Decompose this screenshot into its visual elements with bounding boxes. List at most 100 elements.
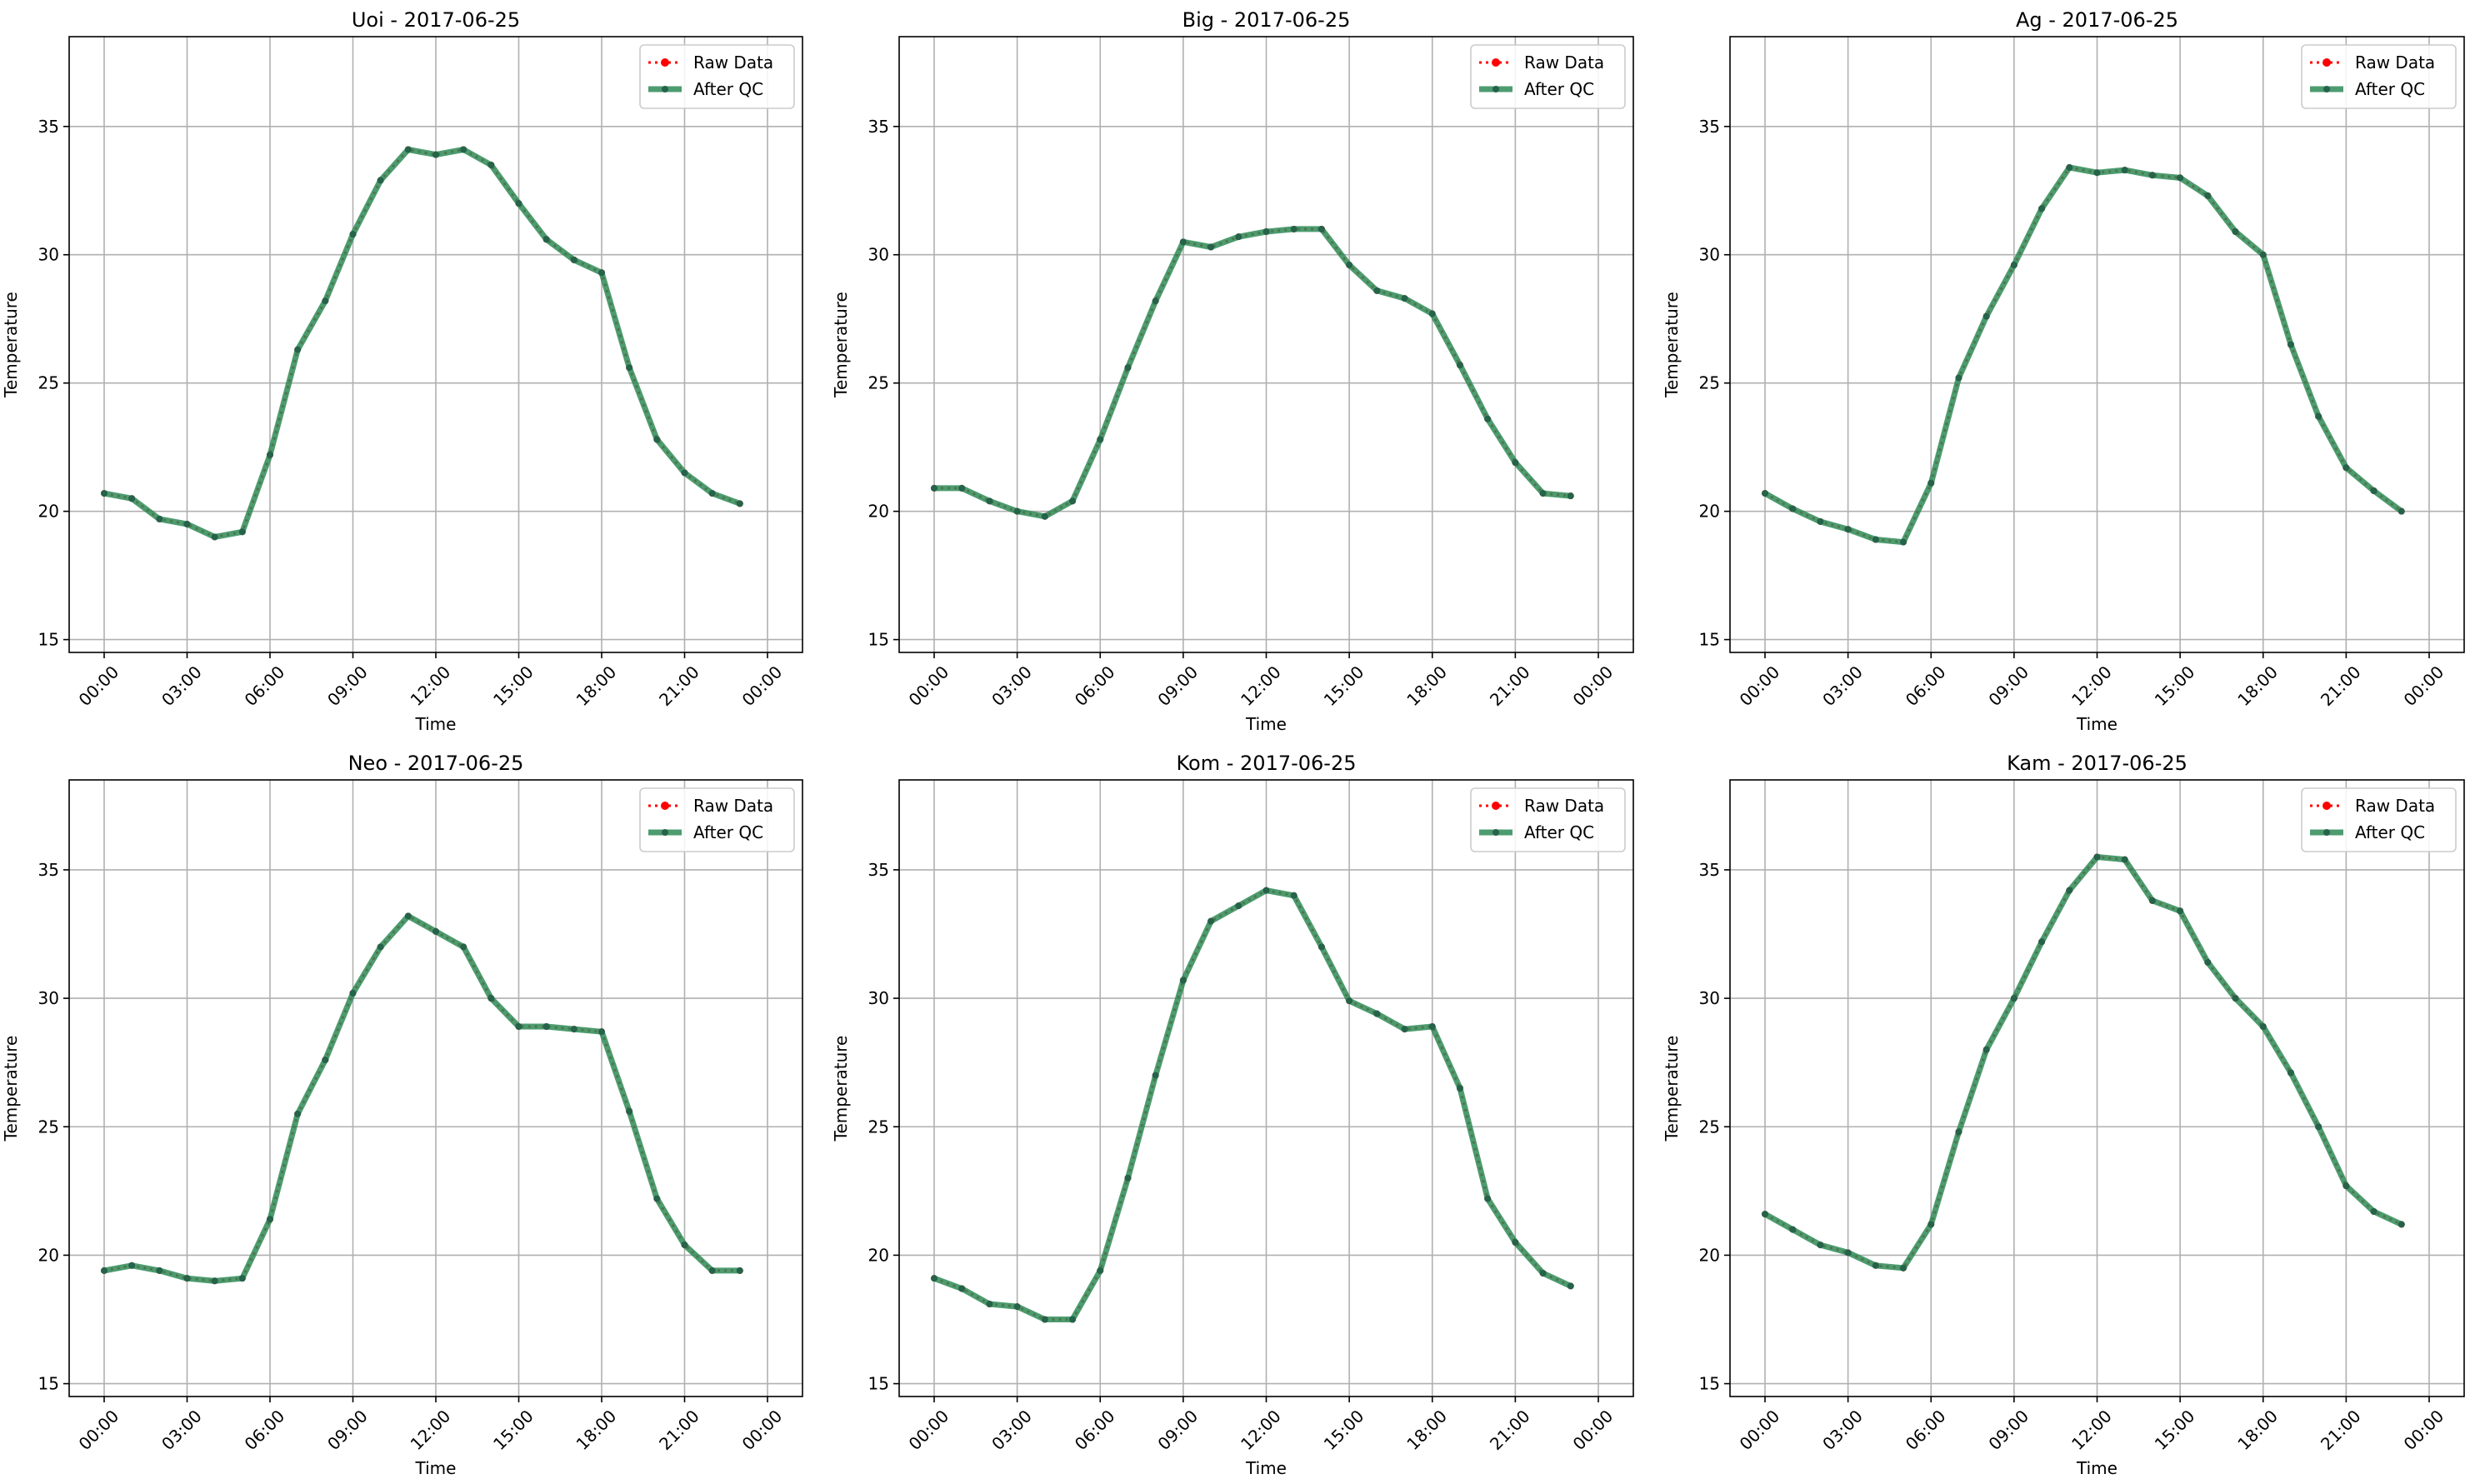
legend-label: After QC	[693, 79, 763, 99]
x-tick-label: 00:00	[1569, 1406, 1618, 1454]
raw-data-line	[934, 227, 1571, 518]
after-qc-point	[322, 297, 329, 305]
after-qc-point	[460, 943, 468, 951]
after-qc-point	[1567, 1282, 1574, 1290]
after-qc-point	[2370, 1208, 2378, 1215]
after-qc-point	[2315, 1123, 2322, 1131]
after-qc-point	[1456, 1085, 1463, 1092]
x-tick-label: 03:00	[988, 1406, 1036, 1454]
after-qc-point	[2259, 1023, 2267, 1030]
after-qc-point	[1484, 1195, 1492, 1202]
x-tick-label: 15:00	[2151, 662, 2199, 710]
y-tick-label: 25	[1699, 1117, 1720, 1137]
legend: Raw Data After QC	[2301, 44, 2457, 109]
after-qc-line	[101, 147, 743, 540]
after-qc-point	[1789, 505, 1797, 512]
after-qc-point	[1069, 497, 1077, 505]
after-qc-point	[1041, 1316, 1048, 1323]
x-tick-label: 18:00	[1402, 662, 1451, 710]
legend-box	[2301, 787, 2457, 852]
after-qc-point	[2010, 262, 2018, 269]
y-tick-label: 15	[868, 1374, 889, 1394]
legend-marker-qc	[662, 829, 668, 836]
y-tick-label: 15	[38, 1374, 59, 1394]
x-tick-label: 00:00	[905, 1406, 953, 1454]
x-tick-label: 00:00	[1569, 662, 1618, 710]
after-qc-point	[736, 500, 743, 507]
x-tick-label: 03:00	[158, 1406, 206, 1454]
legend-box	[1470, 44, 1626, 109]
after-qc-point	[1982, 1046, 1990, 1053]
after-qc-point	[2287, 1069, 2294, 1077]
after-qc-point	[2315, 412, 2322, 420]
after-qc-line	[101, 912, 743, 1284]
after-qc-point	[653, 436, 661, 443]
x-tick-label: 06:00	[241, 1406, 289, 1454]
y-tick-label: 25	[868, 1117, 889, 1137]
x-axis-label: Time	[415, 714, 457, 734]
x-tick-label: 00:00	[738, 662, 787, 710]
after-qc-point	[681, 469, 688, 477]
after-qc-point	[238, 528, 246, 536]
x-tick-label: 12:00	[407, 1406, 455, 1454]
raw-data-line	[1764, 855, 2402, 1270]
after-qc-point	[1982, 312, 1990, 320]
x-tick-label: 09:00	[1153, 1406, 1202, 1454]
after-qc-point	[1179, 238, 1187, 246]
after-qc-point	[101, 1267, 108, 1274]
after-qc-point	[570, 1026, 578, 1033]
after-qc-point	[986, 497, 993, 505]
y-tick-label: 35	[1699, 860, 1720, 880]
after-qc-point	[1235, 902, 1242, 910]
x-tick-label: 18:00	[572, 662, 621, 710]
after-qc-point	[2232, 228, 2239, 236]
y-tick-label: 15	[38, 630, 59, 650]
legend-box	[639, 787, 795, 852]
after-qc-point	[377, 177, 384, 184]
y-axis-label: Temperature	[1, 292, 21, 398]
after-qc-point	[1013, 1303, 1021, 1311]
y-axis-label: Temperature	[831, 1036, 851, 1142]
chart-title: Neo - 2017-06-25	[348, 752, 524, 775]
subplot: 15 20 25 30 35 00:00 03:00 06:00 09:00 12:00 15:00…	[1, 8, 803, 734]
after-qc-point	[1900, 1264, 1908, 1272]
after-qc-point	[681, 1242, 688, 1249]
after-qc-point	[1013, 507, 1021, 515]
after-qc-point	[488, 161, 495, 168]
after-qc-point	[128, 495, 136, 502]
after-qc-point	[1179, 977, 1187, 984]
after-qc-point	[958, 484, 966, 492]
legend-label: Raw Data	[1524, 796, 1604, 816]
after-qc-point	[1456, 362, 1463, 369]
y-tick-label: 25	[38, 1117, 59, 1137]
x-tick-label: 00:00	[905, 662, 953, 710]
x-tick-label: 00:00	[75, 662, 123, 710]
after-qc-point	[2148, 897, 2156, 904]
after-qc-point	[238, 1275, 246, 1282]
y-tick-label: 35	[868, 117, 889, 137]
after-qc-point	[1318, 943, 1325, 951]
y-tick-label: 20	[868, 1245, 889, 1265]
after-qc-point	[2287, 341, 2294, 348]
after-qc-point	[1373, 287, 1381, 294]
after-qc-point	[211, 533, 218, 541]
after-qc-point	[2121, 856, 2128, 863]
series-raw-data	[101, 912, 743, 1285]
x-tick-label: 09:00	[1984, 662, 2032, 710]
x-axis-label: Time	[2076, 714, 2118, 734]
x-tick-label: 06:00	[1902, 662, 1950, 710]
x-tick-label: 21:00	[2317, 1406, 2365, 1454]
after-qc-point	[183, 1275, 191, 1282]
chart-title: Big - 2017-06-25	[1182, 8, 1351, 32]
raw-data-line	[103, 147, 741, 538]
chart-title: Uoi - 2017-06-25	[352, 8, 520, 32]
y-tick-label: 30	[38, 988, 59, 1008]
legend-box	[639, 44, 795, 109]
y-tick-label: 35	[1699, 117, 1720, 137]
subplot: 15 20 25 30 35 00:00 03:00 06:00 09:00 12:00 15:00…	[1, 752, 803, 1478]
after-qc-point	[183, 521, 191, 528]
legend-label: Raw Data	[693, 796, 773, 816]
after-qc-point	[1235, 233, 1242, 241]
x-axis-label: Time	[1245, 714, 1287, 734]
legend-label: Raw Data	[693, 52, 773, 72]
